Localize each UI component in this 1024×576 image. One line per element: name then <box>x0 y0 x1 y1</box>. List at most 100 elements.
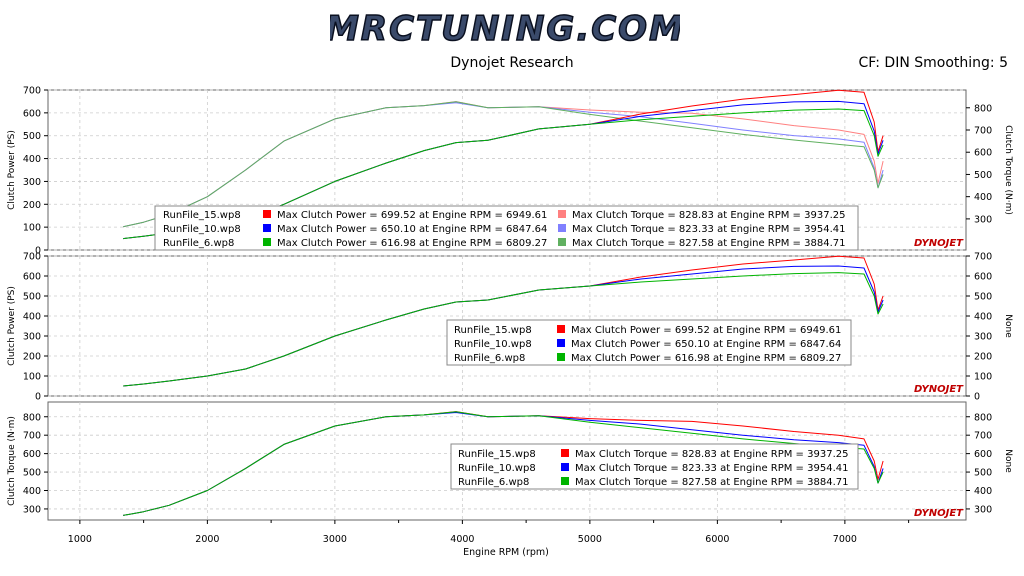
y-tick-label: 800 <box>23 412 41 423</box>
legend-file-name: RunFile_15.wp8 <box>458 449 536 460</box>
legend-box <box>450 443 859 490</box>
y-tick-label: 100 <box>23 223 41 234</box>
y-tick-label: 100 <box>23 372 41 383</box>
dynojet-watermark: DYNOJET <box>914 384 964 395</box>
y-tick-label: 0 <box>35 246 41 257</box>
legend-swatch <box>561 449 569 457</box>
y-tick-label: 500 <box>23 131 41 142</box>
legend-entry: Max Clutch Power = 699.52 at Engine RPM … <box>277 210 547 221</box>
logo-text: MRCTUNING.COM <box>330 9 680 49</box>
y-tick-label: 500 <box>23 292 41 303</box>
x-tick-label: 6000 <box>705 534 729 545</box>
y2-tick-label: 800 <box>974 103 992 114</box>
y-axis-label: Clutch Torque (N·m) <box>7 416 17 506</box>
x-axis-label: Engine RPM (rpm) <box>463 547 549 558</box>
legend-entry: Max Clutch Power = 650.10 at Engine RPM … <box>277 224 547 235</box>
y2-tick-label: 200 <box>974 352 992 363</box>
legend-entry: Max Clutch Power = 650.10 at Engine RPM … <box>571 339 841 350</box>
y-tick-label: 600 <box>23 272 41 283</box>
y2-tick-label: 600 <box>974 272 992 283</box>
mrctuning-logo: MRCTUNING.COM <box>330 8 680 50</box>
y-tick-label: 600 <box>23 108 41 119</box>
legend-swatch <box>558 224 566 232</box>
legend-entry: Max Clutch Torque = 823.33 at Engine RPM… <box>572 224 845 235</box>
y2-tick-label: 700 <box>974 431 992 442</box>
legend-swatch <box>263 224 271 232</box>
y-tick-label: 400 <box>23 312 41 323</box>
legend-file-name: RunFile_6.wp8 <box>454 353 525 364</box>
legend-file-name: RunFile_10.wp8 <box>163 224 241 235</box>
legend-entry: Max Clutch Torque = 827.58 at Engine RPM… <box>575 477 848 488</box>
legend-entry: Max Clutch Power = 616.98 at Engine RPM … <box>571 353 841 364</box>
correction-smoothing-label: CF: DIN Smoothing: 5 <box>858 55 1008 71</box>
y-tick-label: 200 <box>23 200 41 211</box>
y2-tick-label: 600 <box>974 148 992 159</box>
y2-tick-label: 600 <box>974 449 992 460</box>
y2-axis-label: Clutch Torque (N·m) <box>1003 125 1013 215</box>
x-tick-label: 3000 <box>323 534 347 545</box>
x-tick-label: 2000 <box>195 534 219 545</box>
legend-box <box>446 319 852 366</box>
y-tick-label: 700 <box>23 252 41 263</box>
y-axis-label: Clutch Power (PS) <box>7 286 17 366</box>
legend-swatch <box>561 463 569 471</box>
legend-entry: Max Clutch Torque = 828.83 at Engine RPM… <box>575 449 848 460</box>
y2-tick-label: 500 <box>974 468 992 479</box>
y2-tick-label: 100 <box>974 372 992 383</box>
y-axis-label: Clutch Power (PS) <box>7 130 17 210</box>
y2-tick-label: 700 <box>974 252 992 263</box>
y2-tick-label: 300 <box>974 332 992 343</box>
y-tick-label: 300 <box>23 332 41 343</box>
legend-entry: Max Clutch Torque = 827.58 at Engine RPM… <box>572 238 845 249</box>
y2-tick-label: 500 <box>974 170 992 181</box>
legend-swatch <box>263 210 271 218</box>
x-tick-label: 4000 <box>450 534 474 545</box>
y-tick-label: 700 <box>23 431 41 442</box>
y2-tick-label: 0 <box>974 392 980 403</box>
legend-file-name: RunFile_10.wp8 <box>458 463 536 474</box>
legend-swatch <box>558 238 566 246</box>
y2-axis-label: None <box>1003 314 1013 338</box>
legend-entry: Max Clutch Torque = 828.83 at Engine RPM… <box>572 210 845 221</box>
y-tick-label: 300 <box>23 177 41 188</box>
legend-file-name: RunFile_6.wp8 <box>458 477 529 488</box>
legend-swatch <box>263 238 271 246</box>
x-tick-label: 5000 <box>578 534 602 545</box>
y2-tick-label: 400 <box>974 486 992 497</box>
legend-entry: Max Clutch Torque = 823.33 at Engine RPM… <box>575 463 848 474</box>
legend-file-name: RunFile_6.wp8 <box>163 238 234 249</box>
y2-tick-label: 300 <box>974 504 992 515</box>
y2-tick-label: 300 <box>974 214 992 225</box>
x-tick-label: 7000 <box>833 534 857 545</box>
y2-tick-label: 400 <box>974 312 992 323</box>
legend-file-name: RunFile_15.wp8 <box>163 210 241 221</box>
chart-header-title: Dynojet Research <box>450 55 574 71</box>
legend-box <box>154 205 859 251</box>
y-tick-label: 600 <box>23 449 41 460</box>
legend-swatch <box>561 477 569 485</box>
y-tick-label: 300 <box>23 504 41 515</box>
legend-file-name: RunFile_15.wp8 <box>454 325 532 336</box>
y-tick-label: 500 <box>23 468 41 479</box>
legend-entry: Max Clutch Power = 616.98 at Engine RPM … <box>277 238 547 249</box>
y-tick-label: 0 <box>35 392 41 403</box>
y-tick-label: 200 <box>23 352 41 363</box>
torque-series-line-run6 <box>123 101 884 228</box>
legend-swatch <box>557 339 565 347</box>
dynojet-watermark: DYNOJET <box>914 508 964 519</box>
y2-tick-label: 400 <box>974 192 992 203</box>
y2-tick-label: 500 <box>974 292 992 303</box>
legend-swatch <box>558 210 566 218</box>
y2-tick-label: 700 <box>974 126 992 137</box>
y-tick-label: 400 <box>23 154 41 165</box>
legend-entry: Max Clutch Power = 699.52 at Engine RPM … <box>571 325 841 336</box>
y2-axis-label: None <box>1003 449 1013 473</box>
y-tick-label: 400 <box>23 486 41 497</box>
legend-swatch <box>557 325 565 333</box>
x-tick-label: 1000 <box>68 534 92 545</box>
legend-file-name: RunFile_10.wp8 <box>454 339 532 350</box>
y-tick-label: 700 <box>23 86 41 97</box>
power-series-line-run6 <box>123 272 884 387</box>
y2-tick-label: 800 <box>974 412 992 423</box>
